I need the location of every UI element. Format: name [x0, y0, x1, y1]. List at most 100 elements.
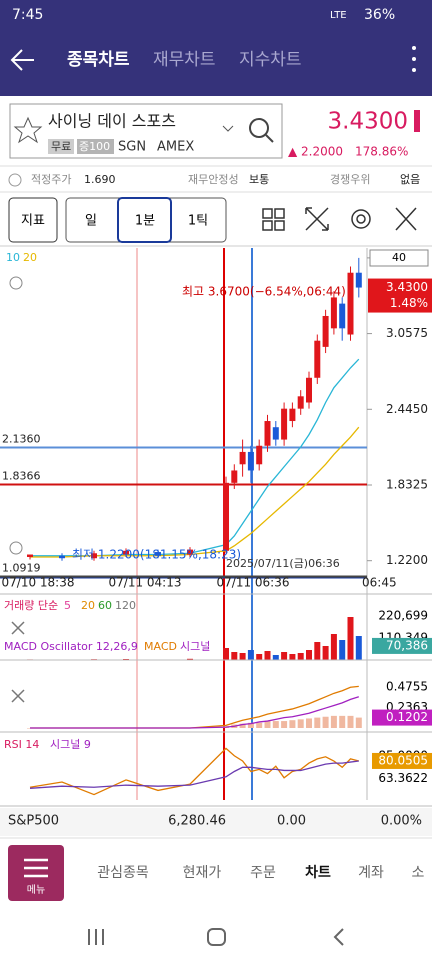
x-tick-label: 07/11 06:36 — [217, 576, 290, 590]
ticker-text: S&P500 — [8, 814, 59, 829]
visible-count: 40 — [392, 251, 406, 264]
y-tick-label: 0.4755 — [386, 679, 428, 693]
help-icon[interactable] — [9, 174, 21, 186]
oscillator-bar — [306, 718, 312, 728]
signal-label: 시그널 9 — [50, 738, 91, 751]
x-tick-label: 06:45 — [362, 576, 397, 590]
candle-body — [314, 341, 320, 378]
ticker: SGN — [118, 140, 146, 155]
tab-active[interactable]: 종목차트 — [67, 50, 130, 70]
volume-bar — [248, 650, 254, 660]
volume-bar — [356, 636, 362, 660]
ma-period: 20 — [81, 599, 95, 612]
ma-period: 120 — [115, 599, 136, 612]
oscillator-bar — [273, 721, 279, 728]
volume-bar — [348, 617, 354, 660]
nav-item[interactable]: 소 — [412, 865, 425, 881]
volume-bar — [265, 651, 271, 660]
volume-bar — [231, 652, 237, 660]
oscillator-bar — [339, 716, 345, 728]
high-annotation: 최고 3.6700(−6.54%,06:44) — [182, 285, 346, 299]
legend-entry: 20 — [23, 251, 37, 264]
metric-value: 1.690 — [84, 173, 116, 186]
oscillator-bar — [256, 723, 262, 728]
oscillator-bar — [289, 720, 295, 728]
tab[interactable]: 재무차트 — [153, 50, 216, 70]
nav-item[interactable]: 현재가 — [183, 865, 222, 881]
x-tick-label: 07/10 18:38 — [2, 576, 75, 590]
candle-body — [59, 556, 65, 558]
low-annotation: 최저 1.2200(181.15%,18:23) — [72, 548, 241, 562]
oscillator-bar — [298, 719, 304, 728]
exchange: AMEX — [157, 140, 194, 155]
candle-body — [223, 483, 229, 551]
badge: 증100 — [79, 140, 110, 153]
current-label: 0.1202 — [386, 710, 428, 724]
price-line-label: 1.0919 — [2, 562, 41, 575]
metric-label: 경쟁우위 — [330, 173, 370, 186]
period-label: 1분 — [135, 214, 155, 229]
candle-body — [331, 297, 337, 328]
candle-body — [281, 409, 287, 440]
badge: 무료 — [51, 140, 71, 153]
y-tick-label: 1.2200 — [386, 553, 428, 567]
volume-bar — [298, 653, 304, 660]
volume-bar — [256, 654, 262, 660]
price-line-label: 2.1360 — [2, 432, 41, 445]
legend-entry: 10 — [6, 251, 20, 264]
oscillator-bar — [331, 716, 337, 728]
candle-body — [339, 304, 345, 329]
volume-bar — [331, 634, 337, 660]
y-tick-label: 3.0575 — [386, 326, 428, 340]
zoom-icon — [10, 542, 22, 554]
period-label[interactable]: 일 — [85, 214, 97, 229]
y-tick-label: 1.8325 — [386, 477, 428, 491]
metric-label: 재무안정성 — [188, 173, 239, 186]
close-icon — [12, 622, 24, 634]
status-battery: 36% — [364, 7, 395, 23]
price-change: ▲ 2.2000 — [288, 145, 343, 159]
period-label[interactable]: 1틱 — [188, 214, 208, 229]
candle-body — [256, 446, 262, 465]
crosshair-label: 2025/07/11(금)06:36 — [226, 557, 340, 570]
candle-body — [298, 396, 304, 408]
x-tick-label: 07/11 04:13 — [109, 576, 182, 590]
oscillator-bar — [265, 721, 271, 728]
volume-bar — [306, 650, 312, 660]
candle-body — [348, 273, 354, 335]
toolbar-icons[interactable] — [263, 208, 416, 230]
volume-bar — [323, 646, 329, 660]
menu-label: 메뉴 — [27, 884, 45, 896]
metric-value: 없음 — [400, 173, 420, 186]
nav-item[interactable]: 관심종목 — [97, 865, 149, 881]
candle-body — [231, 470, 237, 482]
nav-item[interactable]: 계좌 — [358, 865, 384, 881]
tool-label: 지표 — [21, 214, 45, 229]
nav-item[interactable]: 주문 — [250, 865, 276, 881]
oscillator-bar — [281, 721, 287, 728]
volume-bar — [281, 652, 287, 660]
candle-body — [323, 316, 329, 347]
candle-body — [289, 409, 295, 421]
status-time: 7:45 — [12, 7, 43, 23]
volume-bar — [273, 655, 279, 660]
volume-bar — [314, 642, 320, 660]
nav-item-active[interactable]: 차트 — [305, 865, 331, 881]
oscillator-bar — [323, 717, 329, 728]
volume-bar — [240, 653, 246, 660]
tab[interactable]: 지수차트 — [239, 50, 302, 70]
ticker-text: 6,280.46 — [168, 814, 226, 829]
y-tick-label: 63.3622 — [378, 771, 428, 785]
candle-body — [240, 452, 246, 464]
ma-period: 5 — [64, 599, 71, 612]
status-network: LTE — [330, 10, 347, 21]
rsi-line — [30, 748, 359, 794]
ticker-text: 0.00 — [277, 814, 306, 829]
legend-entry: MACD — [144, 640, 177, 653]
metric-label: 적정주가 — [31, 173, 71, 186]
ma-period: 60 — [98, 599, 112, 612]
volume-bar — [223, 648, 229, 660]
chart-area: 3.67003.05752.44501.83251.22002.13601.83… — [0, 248, 432, 836]
